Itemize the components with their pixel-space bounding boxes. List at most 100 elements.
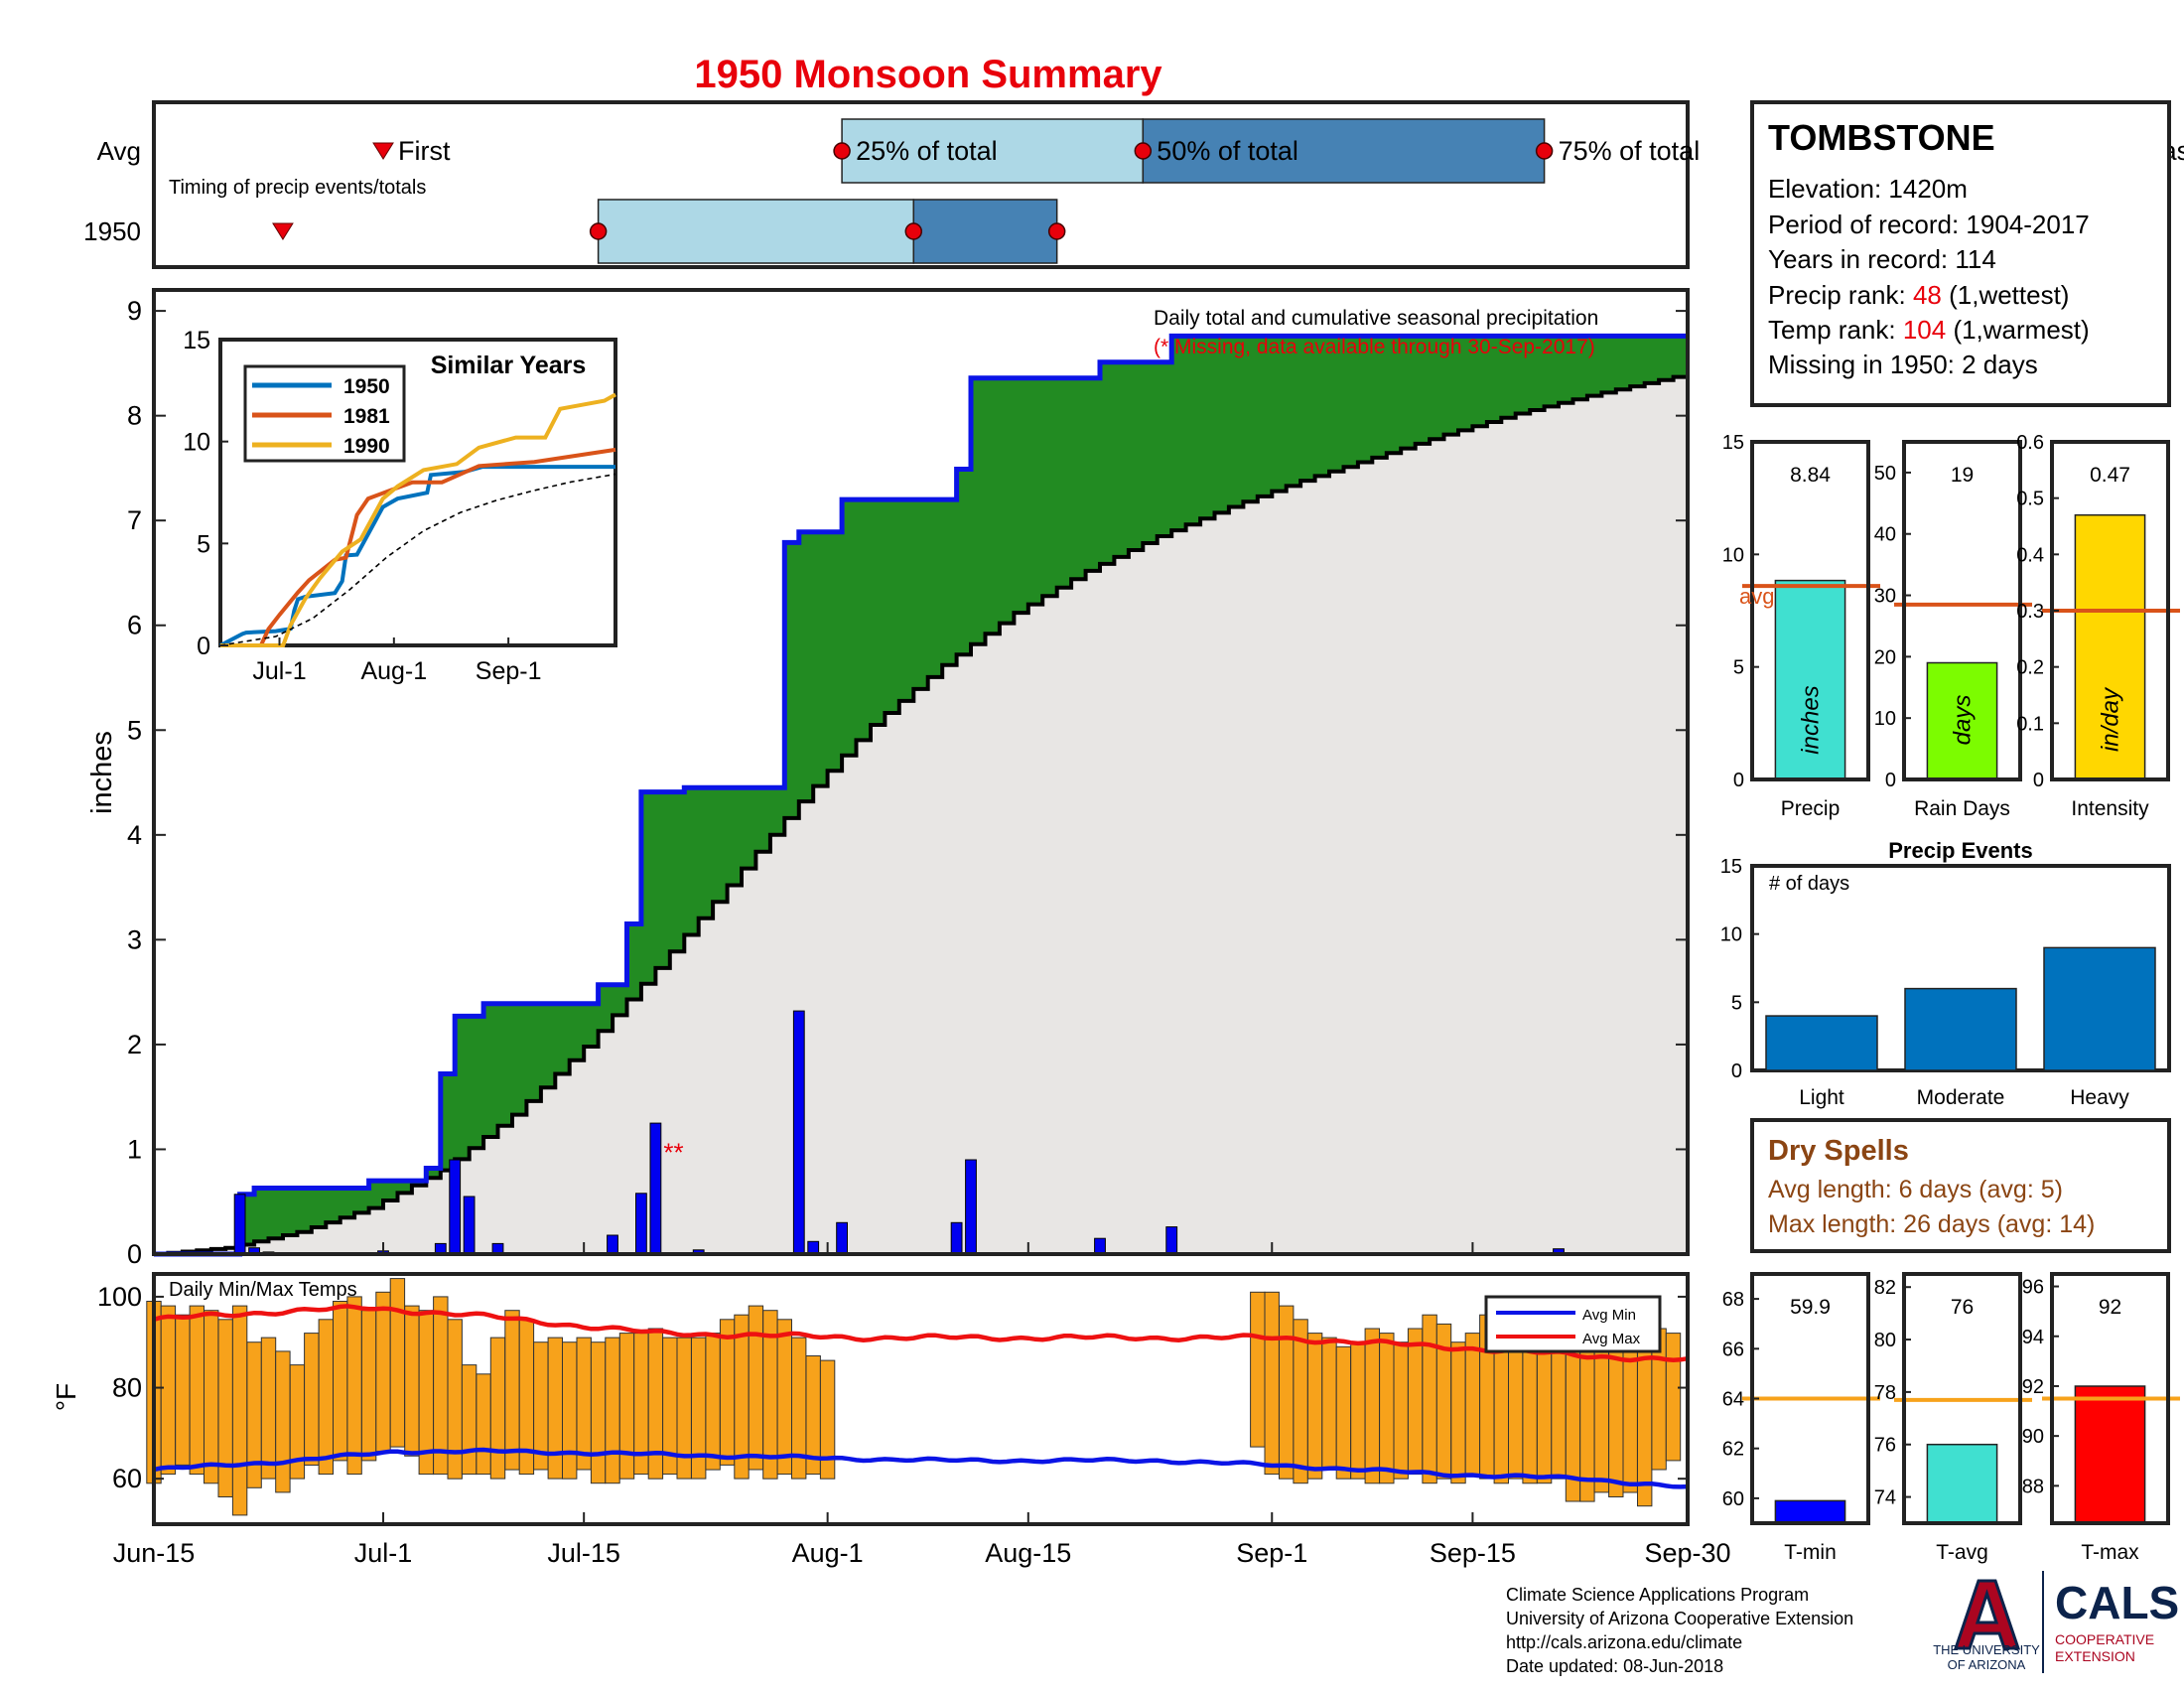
temp-stat-0-bar <box>1774 1499 1846 1524</box>
precip-event-label: Heavy <box>2070 1086 2129 1109</box>
similar-years-series-line <box>220 392 616 647</box>
precip-stat-0-bar-text: inches <box>1798 685 1825 754</box>
cals-wordmark: CALS <box>2055 1577 2179 1628</box>
station-period: Period of record: 1904-2017 <box>1768 210 2090 239</box>
temp-legend <box>1484 1295 1662 1353</box>
precip-event-bar <box>1904 987 2017 1071</box>
precip-stat-1: 0 10 20 30 40 50 19 Rain Days days <box>1874 440 2032 820</box>
temp-stat-0-label: T-min <box>1784 1541 1837 1564</box>
temp-stat-0-tick-label: 68 <box>1722 1289 1744 1311</box>
temp-range-bar <box>719 1319 736 1466</box>
temp-range-bar <box>590 1341 607 1484</box>
temp-plot-title: Daily Min/Max Temps <box>169 1279 357 1301</box>
similar-years-inset: 0 5 10 15 Jul-1 Aug-1 Sep-1 Similar Years 1950… <box>183 327 617 685</box>
avg-min-legend-label: Avg Min <box>1582 1307 1636 1324</box>
precip-events-tick-label: 10 <box>1720 924 1742 946</box>
precip-stat-2-tick-label: 0 <box>2033 770 2044 791</box>
precip-stat-1-label: Rain Days <box>1914 797 2010 820</box>
temperature-plot: 60 80 100 Jun-15 Jul-1 Jul-15 Aug-1 Aug-15 Sep-… <box>51 1242 1731 1568</box>
temp-range-bar <box>1364 1328 1380 1484</box>
cals-coop-line1: COOPERATIVE <box>2055 1631 2154 1647</box>
avg-first-marker <box>372 142 394 160</box>
temp-range-bar <box>1622 1333 1638 1493</box>
temp-range-bar <box>461 1364 478 1476</box>
temp-range-bar <box>1379 1333 1395 1484</box>
precip-events-tick-label: 0 <box>1731 1060 1742 1082</box>
ua-a-mark <box>1953 1579 2021 1650</box>
date-x-tick-label: Sep-1 <box>1236 1538 1307 1568</box>
temp-range-bar <box>504 1310 520 1471</box>
avg-p75-marker <box>1535 142 1554 160</box>
temp-range-bar <box>1536 1341 1553 1484</box>
precip-annotation: Daily total and cumulative seasonal prec… <box>1154 307 1598 330</box>
daily-precip-bar <box>233 1194 246 1255</box>
year-first-marker <box>272 222 294 240</box>
temp-range-bar <box>576 1337 592 1471</box>
daily-precip-bar <box>1165 1226 1178 1255</box>
temp-range-bar <box>705 1333 721 1471</box>
temp-stat-2-frame <box>2050 1272 2170 1525</box>
daily-precip-bar <box>635 1193 647 1255</box>
inset-y-tick-label: 5 <box>197 530 210 558</box>
p50-label: 50% of total <box>1157 136 1298 166</box>
temp-range-bar <box>1522 1350 1538 1484</box>
temp-stats-panels: 60 62 64 66 68 59.9 T-min 74 76 78 80 82 76 T-avg 88 90… <box>1722 1272 2180 1564</box>
temp-range-bar <box>433 1296 449 1476</box>
daily-precip-bar <box>1094 1237 1106 1255</box>
temp-stat-2-bar <box>2074 1385 2146 1524</box>
temp-stat-1: 74 76 78 80 82 76 T-avg <box>1874 1272 2032 1564</box>
date-x-tick-label: Jun-15 <box>113 1538 196 1568</box>
footer-program: Climate Science Applications Program <box>1506 1585 1809 1605</box>
date-x-tick-label: Jul-15 <box>547 1538 620 1568</box>
temp-range-bar <box>1593 1337 1609 1493</box>
precip-events-ylabel: # of days <box>1769 873 1849 895</box>
avg-max-legend-label: Avg Max <box>1582 1331 1641 1347</box>
temp-range-bar <box>447 1319 463 1480</box>
temp-range-bar <box>360 1310 377 1462</box>
temp-stat-1-tick-label: 80 <box>1874 1330 1896 1351</box>
temp-y-axis: 60 80 100 <box>97 1282 1688 1493</box>
temp-stat-0-tick-label: 64 <box>1722 1389 1744 1411</box>
cumulative-areas <box>154 333 1690 1257</box>
footer: Climate Science Applications Program Uni… <box>1506 1571 2179 1676</box>
temp-stat-2: 88 90 92 94 96 92 T-max <box>2022 1272 2180 1564</box>
precip-stat-2-tick-label: 0.5 <box>2016 489 2044 510</box>
timing-panel: Avg 1950 Timing of precip events/totals … <box>83 100 2184 269</box>
temp-stat-2-tick-label: 94 <box>2022 1327 2044 1348</box>
temp-range-bar <box>562 1341 578 1480</box>
precip-event-label: Light <box>1799 1086 1844 1109</box>
precip-stat-2-tick-label: 0.2 <box>2016 657 2044 679</box>
missing-day-marker: ** <box>663 1137 683 1167</box>
temp-range-bar <box>1665 1333 1682 1462</box>
temp-range-bar <box>404 1305 420 1457</box>
temp-range-bar <box>1350 1341 1366 1480</box>
year-p50-marker <box>904 222 923 240</box>
temp-stat-1-tick-label: 78 <box>1874 1382 1896 1404</box>
precip-stat-0-label: Precip <box>1781 797 1841 820</box>
avg-box-50-75 <box>1142 118 1546 184</box>
first-event-label: First <box>398 136 451 166</box>
temp-range-bar <box>476 1373 491 1476</box>
temp-range-bar <box>304 1333 320 1466</box>
temp-range-bar <box>748 1305 764 1471</box>
page-title: 1950 Monsoon Summary <box>694 53 1162 96</box>
precip-stat-0-tick-label: 5 <box>1733 657 1744 679</box>
inset-y-tick-label: 10 <box>183 429 210 457</box>
timing-row-year: 1950 <box>83 216 141 246</box>
temp-range-bar <box>1335 1345 1352 1480</box>
temp-range-bar <box>389 1278 406 1448</box>
station-name: TOMBSTONE <box>1768 117 1995 158</box>
temp-range-bar <box>1264 1291 1280 1476</box>
station-years: Years in record: 114 <box>1768 244 1996 274</box>
precip-y-tick-label: 6 <box>127 611 142 640</box>
temp-range-bars <box>146 1278 1682 1516</box>
precip-events-tick-label: 15 <box>1720 856 1742 878</box>
precip-y-tick-label: 1 <box>127 1134 142 1164</box>
temp-range-bar <box>189 1305 205 1476</box>
temp-range-bar <box>1608 1341 1624 1497</box>
precip-y-tick-label: 4 <box>127 820 142 850</box>
precip-rank: Precip rank: 48 (1,wettest) <box>1768 280 2069 310</box>
precip-stat-2: 0 0.1 0.2 0.3 0.4 0.5 0.6 0.47 Intensity in/day <box>2016 432 2180 820</box>
precip-stat-1-tick-label: 20 <box>1874 646 1896 668</box>
